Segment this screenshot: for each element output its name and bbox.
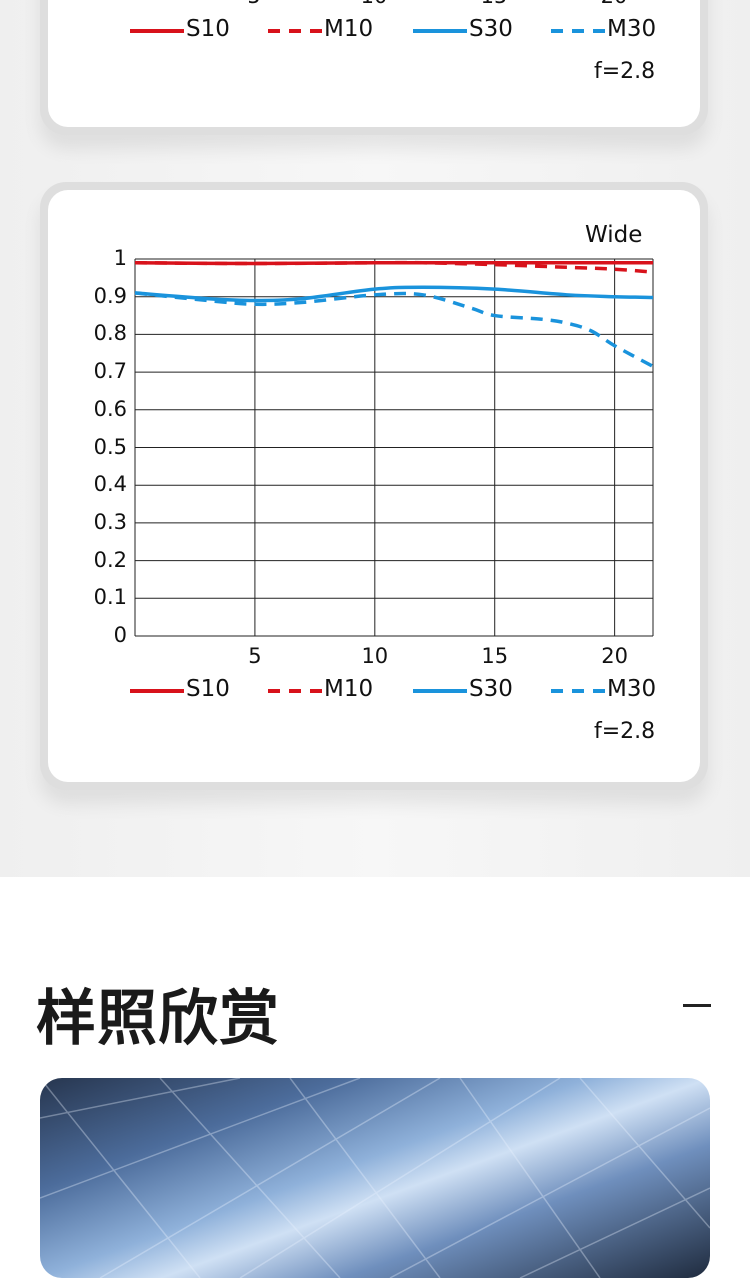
legend-swatch-s30 (413, 29, 467, 33)
legend-swatch-m30 (551, 689, 605, 693)
aperture-label: f=2.8 (594, 719, 656, 744)
legend-swatch-s30 (413, 689, 467, 693)
series-line-m10 (134, 260, 654, 274)
x-tick-label: 15 (481, 644, 509, 668)
legend-label-m10: M10 (324, 676, 374, 702)
y-tick-label: 0.4 (93, 472, 127, 497)
y-tick-label: 0.8 (93, 321, 127, 346)
y-tick-label: 0.5 (93, 434, 127, 459)
legend-swatch-m30 (551, 29, 605, 33)
y-tick-label: 0.6 (93, 396, 127, 421)
legend-label-m30: M30 (607, 16, 657, 42)
mtf-chart (134, 258, 654, 637)
x-tick-label: 10 (361, 0, 388, 8)
y-tick-label: 0.3 (93, 509, 127, 534)
legend-label-s30: S30 (469, 676, 513, 702)
y-tick-label: 0.1 (93, 585, 127, 610)
sample-photo[interactable] (40, 1078, 710, 1278)
legend-label-s10: S10 (186, 676, 230, 702)
minus-icon[interactable] (683, 1004, 711, 1007)
x-tick-label: 15 (481, 0, 508, 8)
x-tick-label: 20 (601, 0, 628, 8)
legend-label-s10: S10 (186, 16, 230, 42)
mtf-card-tele (40, 0, 708, 135)
x-tick-label: 10 (361, 644, 389, 668)
y-tick-label: 0 (113, 623, 127, 647)
series-line-s30 (134, 285, 654, 303)
y-tick-label: 1 (113, 246, 127, 270)
legend-label-m30: M30 (607, 676, 657, 702)
y-tick-label: 0.7 (93, 359, 127, 384)
series-line-s10 (134, 260, 653, 266)
chart-title: Wide (585, 222, 643, 248)
y-tick-label: 0.2 (93, 547, 127, 572)
section-title: 样照欣赏 (36, 984, 280, 1054)
x-tick-label: 5 (247, 0, 260, 8)
x-tick-label: 20 (601, 644, 628, 668)
aperture-label: f=2.8 (594, 59, 656, 84)
series-line-m30 (134, 291, 654, 368)
y-tick-label: 0.9 (93, 283, 127, 308)
x-tick-label: 5 (248, 644, 262, 668)
legend-swatch-m10 (268, 689, 322, 693)
legend-swatch-m10 (268, 29, 322, 33)
legend-label-s30: S30 (469, 16, 513, 42)
mtf-card-wide (40, 182, 708, 790)
legend-swatch-s10 (130, 29, 184, 33)
legend-label-m10: M10 (324, 16, 374, 42)
legend-swatch-s10 (130, 689, 184, 693)
